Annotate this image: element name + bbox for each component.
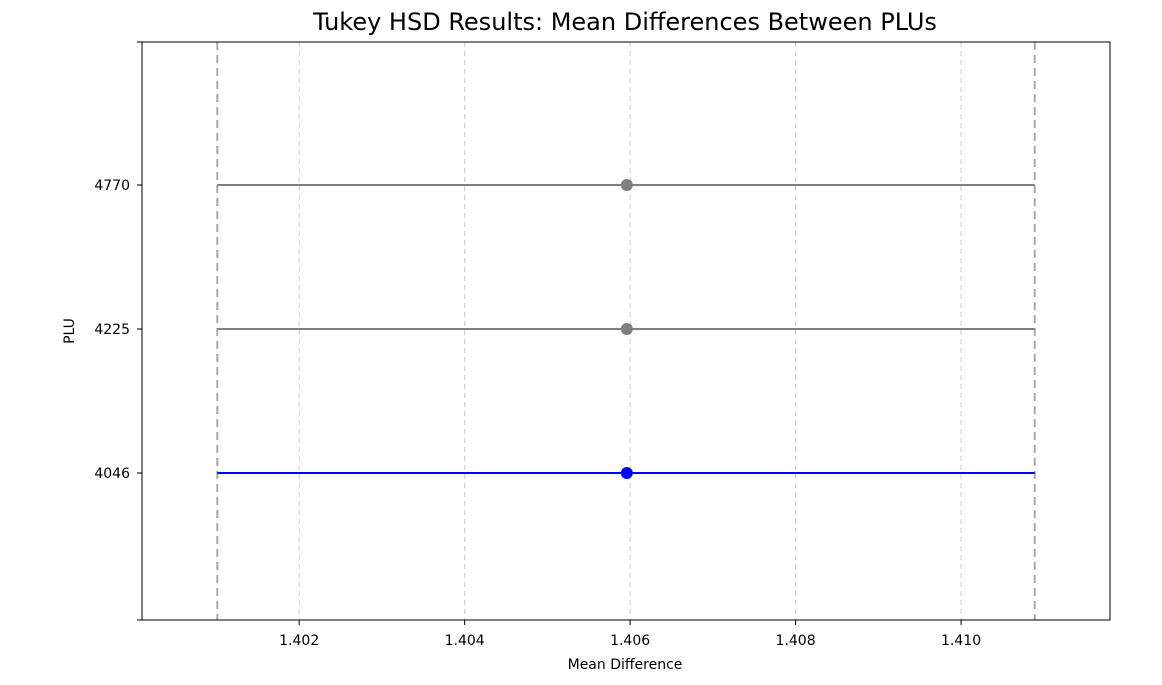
mean-difference-point <box>620 467 633 479</box>
x-tick-label: 1.410 <box>941 633 981 649</box>
x-tick-label: 1.408 <box>776 633 816 649</box>
mean-difference-point <box>620 323 633 335</box>
reference-lines <box>216 42 1036 620</box>
x-tick-label: 1.402 <box>279 633 319 649</box>
chart-title: Tukey HSD Results: Mean Differences Betw… <box>312 8 937 36</box>
x-tick-label: 1.404 <box>445 633 485 649</box>
x-ticks: 1.402 1.404 1.406 1.408 1.410 <box>279 620 981 649</box>
plot-frame <box>141 41 1111 621</box>
x-axis-label: Mean Difference <box>568 657 683 673</box>
y-tick-label: 4046 <box>94 466 130 482</box>
error-bars <box>217 179 1035 479</box>
x-tick-label: 1.406 <box>610 633 650 649</box>
y-tick-label: 4225 <box>94 322 130 338</box>
mean-difference-point <box>620 179 633 191</box>
y-tick-label: 4770 <box>94 178 130 194</box>
y-axis-label: PLU <box>62 318 78 344</box>
y-ticks: 4046 4225 4770 <box>94 41 142 621</box>
